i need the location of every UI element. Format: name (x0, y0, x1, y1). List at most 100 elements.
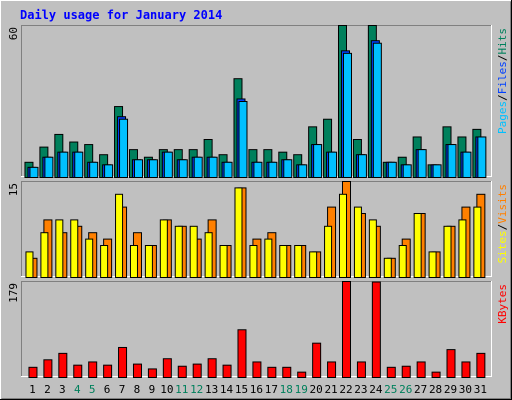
bar (162, 358, 172, 379)
bar (25, 251, 34, 278)
bar (264, 238, 273, 279)
x-tick-label: 25 (384, 383, 397, 396)
x-tick-label: 5 (89, 383, 96, 396)
bar (267, 366, 277, 379)
bar (294, 245, 303, 278)
bar (432, 164, 442, 178)
bar (328, 151, 338, 179)
x-tick-label: 28 (429, 383, 442, 396)
x-tick-label: 11 (175, 383, 188, 396)
legend-entry: Files (496, 61, 509, 94)
x-tick-label: 24 (369, 383, 383, 396)
bar (279, 245, 288, 278)
x-tick-label: 6 (104, 383, 111, 396)
bar (189, 225, 198, 279)
bar (368, 219, 377, 278)
bar (297, 371, 307, 378)
x-tick-label: 27 (414, 383, 427, 396)
bar (324, 225, 333, 279)
bar (28, 366, 38, 379)
bar (132, 363, 142, 379)
bar (353, 206, 362, 279)
x-tick-label: 19 (295, 383, 308, 396)
bar (144, 245, 153, 278)
x-tick-label: 20 (310, 383, 323, 396)
legend-entry: Visits (496, 184, 509, 224)
y-tick-label: 15 (7, 183, 20, 196)
x-tick-label: 17 (265, 383, 278, 396)
bar (342, 52, 352, 178)
bar (341, 281, 351, 378)
bar (174, 225, 183, 279)
bar (371, 281, 381, 378)
legend-entry: Sites (496, 230, 509, 263)
panel-edge-dark (21, 25, 492, 177)
x-tick-label: 29 (444, 383, 457, 396)
bar (147, 368, 157, 379)
bar (222, 364, 232, 378)
bar (356, 361, 366, 379)
bar (103, 364, 113, 378)
legend-entry: Hits (496, 28, 509, 55)
bar (118, 346, 128, 379)
bar (70, 219, 79, 278)
bar (193, 156, 203, 179)
bar (55, 219, 64, 278)
bar (309, 251, 318, 278)
bar (428, 251, 437, 278)
bar (416, 361, 426, 379)
bar (59, 151, 69, 179)
bar (133, 159, 143, 178)
bar (85, 238, 94, 279)
legend: Sites/Visits (496, 184, 509, 264)
x-tick-label: 31 (474, 383, 487, 396)
bar (74, 151, 84, 179)
bar (29, 166, 39, 179)
bar (313, 144, 323, 178)
bar (461, 361, 471, 379)
x-tick-label: 9 (149, 383, 156, 396)
bar (252, 361, 262, 379)
bar (44, 156, 54, 179)
bar (177, 365, 187, 378)
x-tick-label: 22 (339, 383, 352, 396)
bar (473, 206, 482, 279)
bar (431, 371, 441, 378)
bar (249, 245, 258, 278)
bar (413, 213, 422, 278)
bar (104, 164, 114, 178)
legend-entry: KBytes (496, 284, 509, 324)
bar (253, 161, 263, 179)
bar (402, 164, 412, 178)
x-tick-label: 3 (59, 383, 66, 396)
bar (383, 257, 392, 278)
bar (443, 225, 452, 279)
bar (462, 151, 472, 179)
bar (447, 144, 457, 178)
bar (312, 342, 322, 378)
bar (237, 329, 247, 378)
bar (208, 156, 218, 179)
bar (192, 363, 202, 379)
bar (458, 219, 467, 278)
y-tick-label: 179 (7, 283, 20, 303)
bar (238, 101, 248, 178)
bar (40, 232, 49, 278)
bar (119, 118, 129, 178)
bar (129, 245, 138, 278)
bar (283, 159, 293, 178)
legend: KBytes (496, 284, 509, 324)
legend-separator: / (496, 224, 509, 231)
panel-edge-dark (21, 281, 492, 377)
bar (88, 361, 98, 379)
x-tick-label: 26 (399, 383, 412, 396)
bar (417, 149, 427, 178)
bar (219, 245, 228, 278)
bar (357, 154, 367, 178)
bar (73, 364, 83, 378)
bar (401, 365, 411, 378)
x-tick-label: 12 (190, 383, 203, 396)
x-tick-label: 21 (324, 383, 337, 396)
bar (89, 161, 99, 179)
x-tick-label: 16 (250, 383, 263, 396)
